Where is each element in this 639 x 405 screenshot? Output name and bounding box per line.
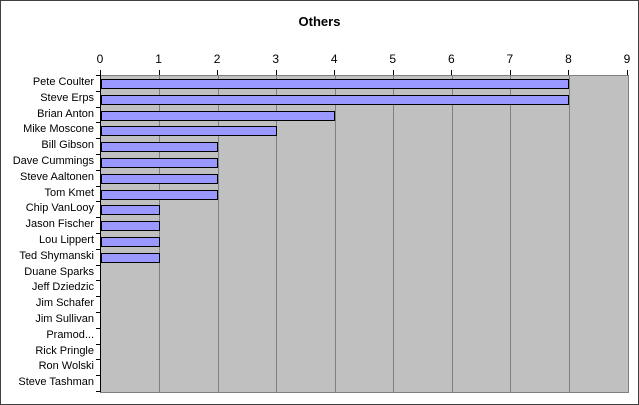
x-axis-tick-label: 0 — [96, 52, 104, 66]
y-axis-tick-mark — [96, 201, 100, 202]
category-label: Rick Pringle — [35, 344, 94, 357]
x-axis-tick-mark — [627, 70, 628, 76]
y-axis-tick-mark — [96, 217, 100, 218]
chart-title: Others — [298, 14, 341, 29]
category-label: Mike Moscone — [23, 123, 94, 136]
category-label: Ted Shymanski — [19, 249, 94, 262]
x-axis-tick-mark — [392, 70, 394, 76]
y-axis-tick-mark — [96, 391, 100, 392]
bar — [101, 221, 160, 232]
x-axis-tick-mark — [217, 70, 219, 76]
category-label: Steve Aaltonen — [19, 170, 94, 183]
category-label: Tom Kmet — [44, 186, 94, 199]
x-axis-tick-mark — [275, 70, 277, 76]
y-axis-tick-mark — [96, 233, 100, 234]
category-label: Steve Erps — [40, 91, 94, 104]
y-axis-tick-mark — [96, 122, 100, 123]
y-axis-line — [100, 75, 101, 392]
category-label: Pete Coulter — [32, 76, 94, 88]
x-axis-tick-label: 5 — [389, 52, 397, 66]
category-label: Steve Tashman — [18, 376, 94, 389]
gridline — [217, 76, 219, 392]
y-axis-tick-mark — [96, 138, 100, 139]
category-label: Dave Cummings — [12, 155, 94, 167]
x-axis-tick-label: 8 — [565, 52, 572, 66]
x-axis-tick-label: 6 — [447, 52, 455, 66]
x-axis-tick-mark — [451, 70, 453, 76]
y-axis-tick-mark — [96, 359, 100, 360]
x-axis-tick-label: 3 — [272, 52, 279, 66]
y-axis-tick-mark — [96, 344, 100, 345]
gridline — [334, 76, 336, 392]
category-label: Jim Schafer — [35, 297, 94, 310]
bar — [101, 94, 570, 105]
y-axis-tick-mark — [96, 170, 100, 171]
x-axis-tick-label: 9 — [623, 52, 631, 66]
plot-area — [100, 75, 629, 393]
category-label: Ron Wolski — [38, 360, 94, 373]
y-axis-tick-mark — [96, 107, 100, 108]
y-axis-tick-mark — [96, 186, 100, 187]
category-label: Jason Fischer — [25, 218, 94, 231]
gridline — [276, 76, 278, 392]
y-axis-tick-mark — [96, 265, 100, 266]
y-axis-tick-mark — [96, 328, 100, 329]
y-axis-tick-mark — [96, 154, 100, 155]
bar — [101, 126, 277, 137]
x-axis-tick-label: 7 — [506, 52, 514, 66]
bar — [101, 78, 570, 89]
gridline — [393, 76, 395, 392]
y-axis-tick-mark — [96, 91, 100, 92]
bar — [101, 205, 160, 216]
x-axis-tick-label: 2 — [213, 52, 221, 66]
bar — [101, 142, 219, 153]
x-axis-tick-mark — [158, 70, 160, 76]
y-axis-tick-mark — [96, 296, 100, 297]
y-axis-tick-mark — [96, 75, 100, 76]
x-axis-tick-mark — [568, 70, 570, 76]
y-axis-tick-mark — [96, 312, 100, 313]
category-label: Pramod... — [46, 328, 94, 341]
category-label: Brian Anton — [37, 107, 94, 120]
gridline — [159, 76, 161, 392]
x-axis-tick-label: 4 — [330, 52, 338, 66]
y-axis-tick-mark — [96, 280, 100, 281]
x-axis-tick-label: 1 — [155, 52, 162, 66]
bar — [101, 252, 160, 263]
gridline — [568, 76, 570, 392]
x-axis-tick-mark — [334, 70, 336, 76]
y-axis-tick-mark — [96, 249, 100, 250]
category-label: Duane Sparks — [24, 265, 94, 278]
category-label: Bill Gibson — [41, 139, 94, 152]
category-label: Chip VanLooy — [25, 202, 94, 215]
bar — [101, 157, 219, 168]
y-axis-tick-mark — [96, 375, 100, 376]
category-label: Lou Lippert — [38, 234, 94, 246]
x-axis-tick-mark — [100, 70, 101, 76]
gridline — [510, 76, 512, 392]
bar — [101, 189, 219, 200]
category-label: Jim Sullivan — [35, 313, 94, 325]
x-axis-tick-mark — [509, 70, 511, 76]
category-label: Jeff Dziedzic — [31, 281, 94, 294]
bar — [101, 173, 219, 184]
gridline — [451, 76, 453, 392]
bar — [101, 236, 160, 247]
bar — [101, 110, 336, 121]
